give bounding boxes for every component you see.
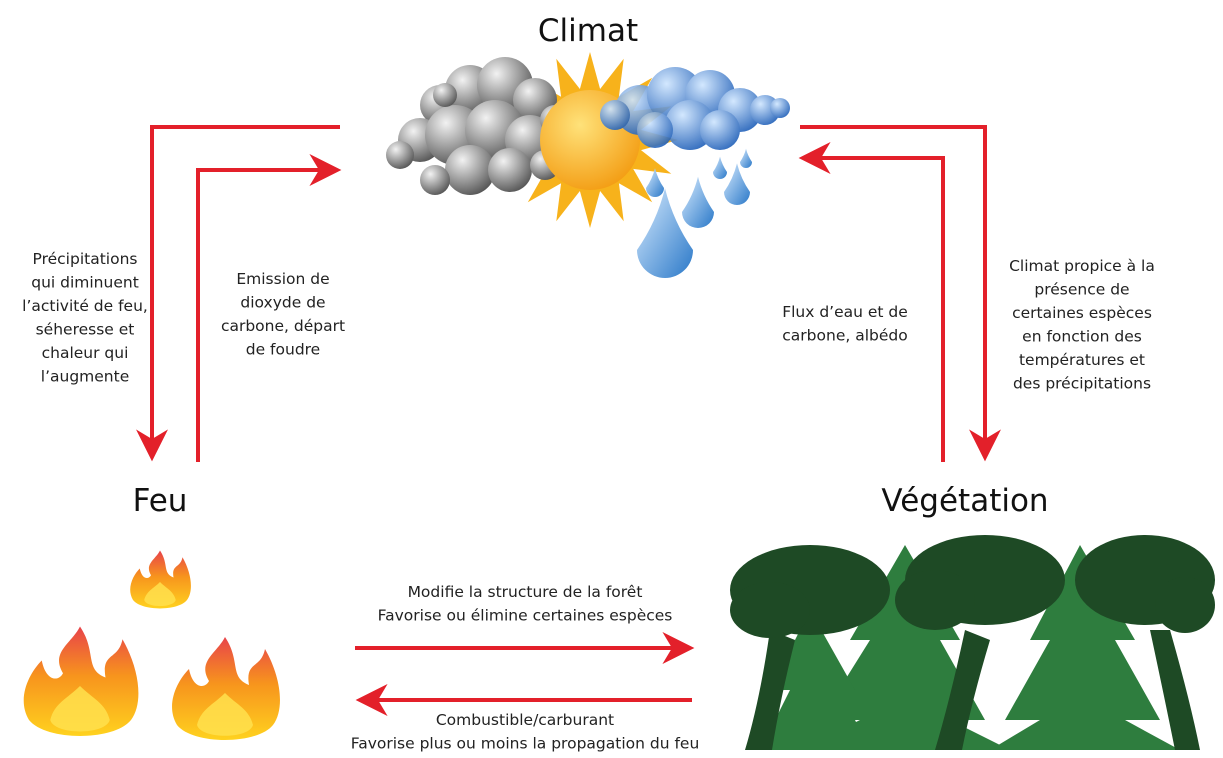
flame [23, 626, 139, 736]
cloud-puff [433, 83, 457, 107]
climate-icon [386, 52, 790, 278]
rain-drops [637, 148, 752, 278]
edge-label: qui diminuent [31, 274, 139, 292]
flame-outer [172, 637, 280, 740]
node-title: Feu [133, 483, 188, 519]
grey-cloud [386, 57, 570, 195]
flame-inner [50, 686, 110, 732]
node-title: Végétation [881, 483, 1048, 519]
arrow [798, 142, 945, 462]
edge-label: Flux d’eau et de [782, 303, 908, 321]
edge-label: Favorise ou élimine certaines espèces [378, 607, 673, 625]
edge-label: Favorise plus ou moins la propagation du… [351, 735, 700, 753]
fire-icon [23, 550, 280, 740]
edge-label: Combustible/carburant [436, 711, 614, 729]
flame-outer [130, 550, 191, 609]
edge-label: Emission de [236, 270, 329, 288]
cloud-puff [386, 141, 414, 169]
flame-inner [197, 693, 253, 736]
cloud-puff [488, 148, 532, 192]
edge-label: l’activité de feu, [22, 297, 148, 315]
cloud-puff [770, 98, 790, 118]
edge-label: carbone, albédo [782, 327, 907, 345]
rain-drop [637, 188, 693, 278]
edge-label: Précipitations [33, 250, 138, 268]
arrows [136, 125, 1001, 716]
edge-label: carbone, départ [221, 317, 345, 335]
blue-cloud [600, 67, 790, 150]
arrow [196, 154, 342, 462]
edge-label: Climat propice à la [1009, 257, 1155, 275]
cloud-puff [600, 100, 630, 130]
edge-label: Modifie la structure de la forêt [408, 583, 643, 601]
cloud-puff [637, 112, 673, 148]
cloud-puff [420, 165, 450, 195]
flame [130, 550, 191, 609]
flame-inner [144, 582, 176, 607]
cloud-puff [445, 145, 495, 195]
edge-label: certaines espèces [1012, 304, 1152, 322]
rain-drop [724, 163, 750, 205]
rain-drop [713, 156, 727, 179]
edge-label: dioxyde de [240, 294, 325, 312]
edge-label: des précipitations [1013, 375, 1151, 393]
cloud-puff [700, 110, 740, 150]
flame-outer [23, 626, 139, 736]
flame [172, 637, 280, 740]
node-title: Climat [538, 13, 638, 49]
edge-label: en fonction des [1022, 328, 1142, 346]
edge-label: températures et [1019, 351, 1145, 369]
arrow [800, 125, 1001, 462]
vegetation-icon [730, 535, 1215, 750]
edge-label: présence de [1034, 281, 1129, 299]
edge-label: de foudre [246, 341, 320, 359]
rain-drop [740, 148, 752, 168]
arrow [136, 125, 340, 462]
edge-label: l’augmente [41, 368, 129, 386]
rain-drop [682, 176, 714, 228]
edge-label: séheresse et [36, 321, 135, 339]
edge-label: chaleur qui [42, 344, 129, 362]
rain-drop [646, 168, 664, 197]
oaks [730, 535, 1215, 750]
